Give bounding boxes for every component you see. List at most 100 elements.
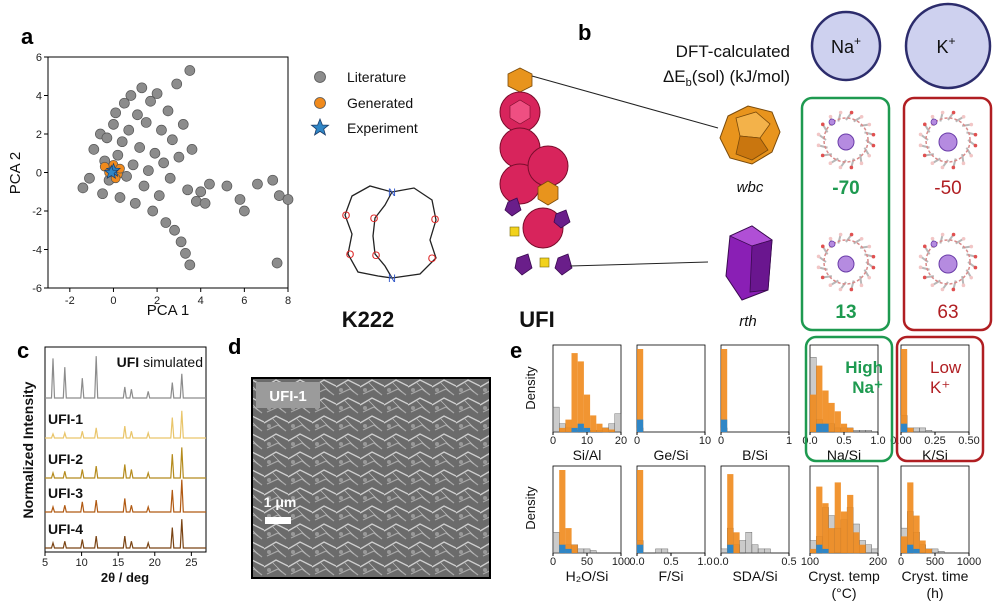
pca-literature-point <box>252 178 263 190</box>
pca-literature-point <box>239 205 250 217</box>
hist-xlabel: K/Si <box>922 447 948 463</box>
complex-cation <box>938 254 958 274</box>
na-ion-label: Na+ <box>831 34 861 57</box>
hist-generated-bar <box>925 548 932 554</box>
complex-atom <box>961 236 966 241</box>
ufi-label: UFI <box>519 307 554 332</box>
complex-small-cation <box>828 240 836 248</box>
complex-atom <box>918 254 923 259</box>
hist-generated-bar <box>637 349 644 432</box>
panel-a-label: a <box>21 24 34 49</box>
complex-cation <box>938 132 958 152</box>
k222-n-bottom: N <box>388 273 396 285</box>
hist-generated-bar <box>853 532 860 554</box>
pca-literature-point <box>171 78 183 90</box>
pxrd-xtick-label: 10 <box>75 557 87 569</box>
wbc-label: wbc <box>737 179 764 196</box>
pca-literature-point <box>271 257 283 269</box>
pca-ytick-label: 4 <box>36 91 42 103</box>
hist-literature-bar <box>853 430 860 433</box>
pca-literature-point <box>186 144 198 155</box>
hist-experiment-bar <box>721 419 728 432</box>
hist-literature-bar <box>937 551 945 554</box>
complex-atom <box>820 275 825 280</box>
k222-right-chain <box>391 187 437 279</box>
pca-literature-point <box>184 259 196 271</box>
sda-complexes <box>816 110 978 292</box>
hist-generated-bar <box>901 349 908 432</box>
complex-atom <box>918 132 923 137</box>
pxrd-simulated-pattern <box>45 356 206 399</box>
complex-atom <box>961 161 966 166</box>
hist-generated-bar <box>816 365 823 432</box>
hist-generated-bar <box>565 419 572 432</box>
hist-xtick-label: 10 <box>581 435 593 447</box>
hist-literature-bar <box>661 548 669 554</box>
complex-small-cation <box>930 240 938 248</box>
rth-cage-render <box>725 225 773 301</box>
legend-experiment: Experiment <box>347 120 418 136</box>
complex-atom <box>922 122 927 127</box>
complex-atom <box>871 132 876 137</box>
complex-atom <box>816 143 821 148</box>
pca-literature-point <box>136 82 148 94</box>
complex-atom <box>918 143 923 148</box>
pxrd-patterns <box>45 356 206 549</box>
hist-literature-bar <box>931 548 939 554</box>
hist-xlabel: Ge/Si <box>653 447 688 463</box>
complex-atom <box>820 244 825 249</box>
complex-atom <box>867 244 872 249</box>
complex-atom <box>940 165 945 170</box>
panel-c-label: c <box>17 338 29 363</box>
complex-atom <box>951 110 956 115</box>
pca-literature-point <box>114 192 126 203</box>
hist-xtick-label: 0 <box>550 556 556 568</box>
complex-small-cation <box>930 118 938 126</box>
pxrd-pattern-ufi-1 <box>45 410 206 439</box>
sem-label: UFI-1 <box>269 388 307 405</box>
hist-generated-bar <box>810 394 817 432</box>
ufi-d4r-2 <box>539 257 550 268</box>
hist-generated-bar <box>840 423 848 432</box>
k-ion: K+ <box>904 2 992 90</box>
complex-atom <box>930 161 935 166</box>
hist-experiment-bar <box>637 419 644 432</box>
hist-literature-bar <box>757 548 765 554</box>
ufi-rth-cage-4 <box>554 253 573 276</box>
k222-middle-chain <box>372 191 393 279</box>
k-highlight-box <box>895 335 985 463</box>
hist-generated-bar <box>828 528 835 553</box>
k222-o-2: O <box>346 249 355 261</box>
hist-xtick-label: 0.5 <box>663 556 678 568</box>
hist-experiment-bar <box>727 544 734 553</box>
complex-atom <box>828 161 833 166</box>
pca-literature-point <box>234 194 246 205</box>
legend-generated: Generated <box>347 95 413 111</box>
pca-ytick-label: -4 <box>32 245 42 257</box>
pca-literature-point <box>184 65 196 76</box>
k222-left-chain <box>344 185 393 279</box>
pxrd-sample-labels: UFI-1 UFI-2 UFI-3 UFI-4 <box>48 411 83 537</box>
complex-atom <box>838 110 843 115</box>
hist-xtick-label: 0.0 <box>713 556 728 568</box>
hist-literature-bar <box>871 548 879 554</box>
hist-xlabel: SDA/Si <box>732 568 777 584</box>
complex-ring <box>925 117 971 163</box>
hist-frame <box>900 344 970 433</box>
pca-literature-point <box>149 147 161 159</box>
pca-literature-point <box>169 224 180 236</box>
hist-literature-bar <box>552 406 560 433</box>
pca-literature-point <box>112 149 124 161</box>
complex-atom <box>951 287 956 292</box>
complex-atom <box>918 265 923 270</box>
hist-frame <box>636 344 706 433</box>
complex-atom <box>838 232 843 237</box>
hist-literature-bar <box>589 550 597 554</box>
ufi-cage-face-1 <box>509 99 531 125</box>
complex-atom <box>849 165 854 170</box>
hist-literature-bar <box>859 430 866 433</box>
ufi-lta-cage-4 <box>527 145 569 187</box>
ufi-rth-cage-2 <box>553 209 571 229</box>
pca-ytick-label: 6 <box>36 52 42 64</box>
complex-atom <box>867 122 872 127</box>
